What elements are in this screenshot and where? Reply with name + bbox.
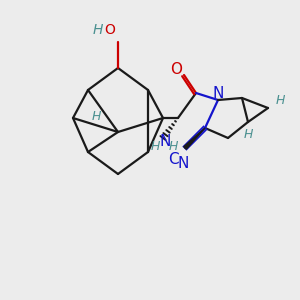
Text: H: H <box>243 128 253 142</box>
Text: O: O <box>104 23 115 37</box>
Text: N: N <box>177 157 189 172</box>
Text: O: O <box>170 61 182 76</box>
Text: H: H <box>168 140 178 152</box>
Polygon shape <box>184 128 205 149</box>
Text: N: N <box>159 134 171 149</box>
Text: H: H <box>150 140 160 152</box>
Text: H: H <box>275 94 285 106</box>
Text: H: H <box>91 110 101 124</box>
Text: C: C <box>168 152 178 167</box>
Text: N: N <box>212 86 224 101</box>
Text: H: H <box>93 23 103 37</box>
